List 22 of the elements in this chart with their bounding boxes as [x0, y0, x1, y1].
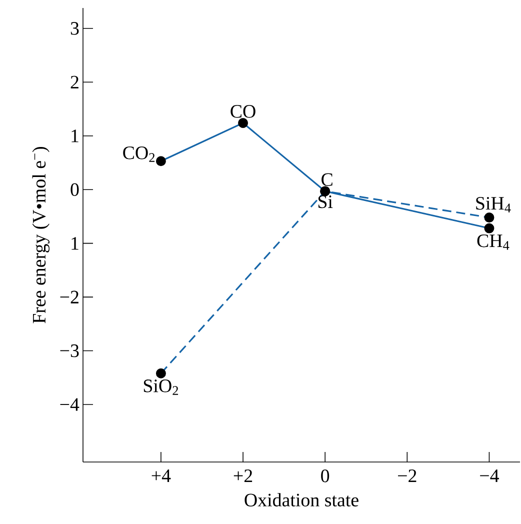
y-tick-label: 1 — [72, 130, 78, 142]
x-axis-title: Oxidation state — [244, 493, 358, 506]
annotation: Si — [318, 195, 333, 208]
y-tick-label: 2 — [70, 76, 78, 88]
x-tick-label: +2 — [234, 470, 252, 482]
x-tick-label: −2 — [398, 470, 416, 482]
annotation: CO — [230, 105, 256, 118]
y-tick-label: −4 — [60, 398, 80, 411]
y-tick-label: −3 — [60, 344, 79, 358]
y-tick-label: 0 — [70, 183, 79, 196]
annotation: CH$_{4}$ — [477, 234, 510, 250]
x-tick-label: −4 — [480, 470, 499, 482]
x-tick-label: 0 — [321, 470, 330, 482]
annotation: SiH$_{4}$ — [476, 197, 511, 212]
y-tick-label: 1 — [72, 237, 78, 250]
x-tick-label: +4 — [152, 470, 171, 482]
annotation: SiO$_{2}$ — [144, 380, 178, 395]
annotation: CO$_{2}$ — [123, 146, 155, 162]
annotation: C — [322, 173, 332, 186]
y-axis-title: Free energy (V•mol e$^{−}$) — [32, 146, 50, 324]
y-tick-label: −2 — [60, 290, 78, 304]
y-tick-label: 3 — [70, 22, 79, 35]
